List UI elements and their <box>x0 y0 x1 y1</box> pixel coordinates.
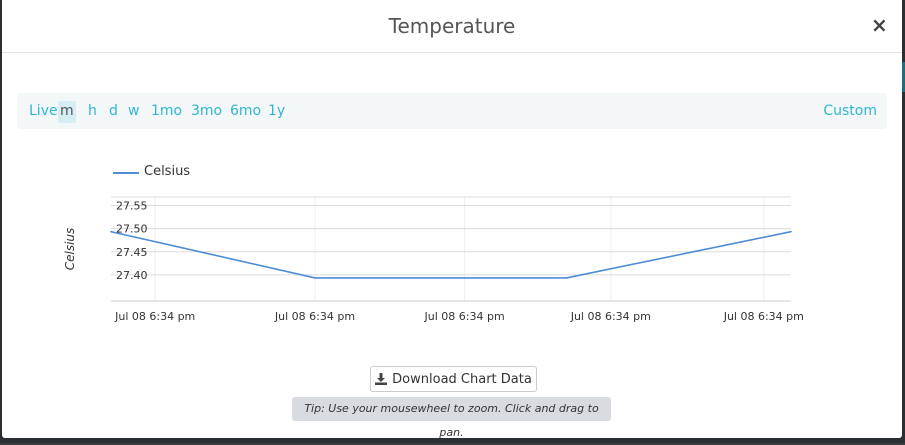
series-point <box>790 230 792 233</box>
zoom-tip: Tip: Use your mousewheel to zoom. Click … <box>292 397 611 439</box>
time-range-bar: Custom Live m h d w 1mo 3mo 6mo 1y <box>17 93 887 129</box>
x-tick-label: Jul 08 6:34 pm <box>424 310 505 323</box>
x-tick-label: Jul 08 6:34 pm <box>570 310 651 323</box>
x-tick-label: Jul 08 6:34 pm <box>723 310 804 323</box>
y-tick-label: 27.45 <box>116 246 148 259</box>
series-point <box>110 230 112 233</box>
range-h-button[interactable]: h <box>88 103 97 119</box>
x-tick-label: Jul 08 6:34 pm <box>114 310 195 323</box>
background-accent-strip <box>899 62 905 92</box>
y-tick-label: 27.50 <box>116 223 148 236</box>
download-icon <box>375 373 388 385</box>
download-chart-data-button[interactable]: Download Chart Data <box>370 366 537 392</box>
range-live-button[interactable]: Live <box>29 103 58 119</box>
modal-title: Temperature <box>388 14 516 38</box>
series-line-celsius <box>110 230 792 279</box>
close-button[interactable]: × <box>871 13 888 37</box>
range-1mo-button[interactable]: 1mo <box>151 103 183 119</box>
custom-range-link[interactable]: Custom <box>823 103 877 119</box>
x-tick-label: Jul 08 6:34 pm <box>274 310 355 323</box>
y-tick-label: 27.40 <box>116 269 148 282</box>
range-6mo-button[interactable]: 6mo <box>230 103 262 119</box>
download-button-label: Download Chart Data <box>392 371 532 387</box>
range-1y-button[interactable]: 1y <box>268 103 286 119</box>
legend-series-label: Celsius <box>144 164 191 179</box>
temperature-chart[interactable]: 27.55 27.50 27.45 27.40 Jul 08 6:34 pm Jul 08… <box>2 0 902 360</box>
range-d-button[interactable]: d <box>109 103 118 119</box>
range-m-button[interactable]: m <box>58 101 76 123</box>
legend-series-swatch <box>113 172 139 174</box>
range-w-button[interactable]: w <box>128 103 140 119</box>
series-point <box>314 277 316 279</box>
series-point <box>565 277 568 279</box>
y-tick-label: 27.55 <box>116 200 148 213</box>
modal-header: Temperature × <box>2 0 902 53</box>
y-axis-label: Celsius <box>63 228 77 271</box>
range-3mo-button[interactable]: 3mo <box>191 103 223 119</box>
